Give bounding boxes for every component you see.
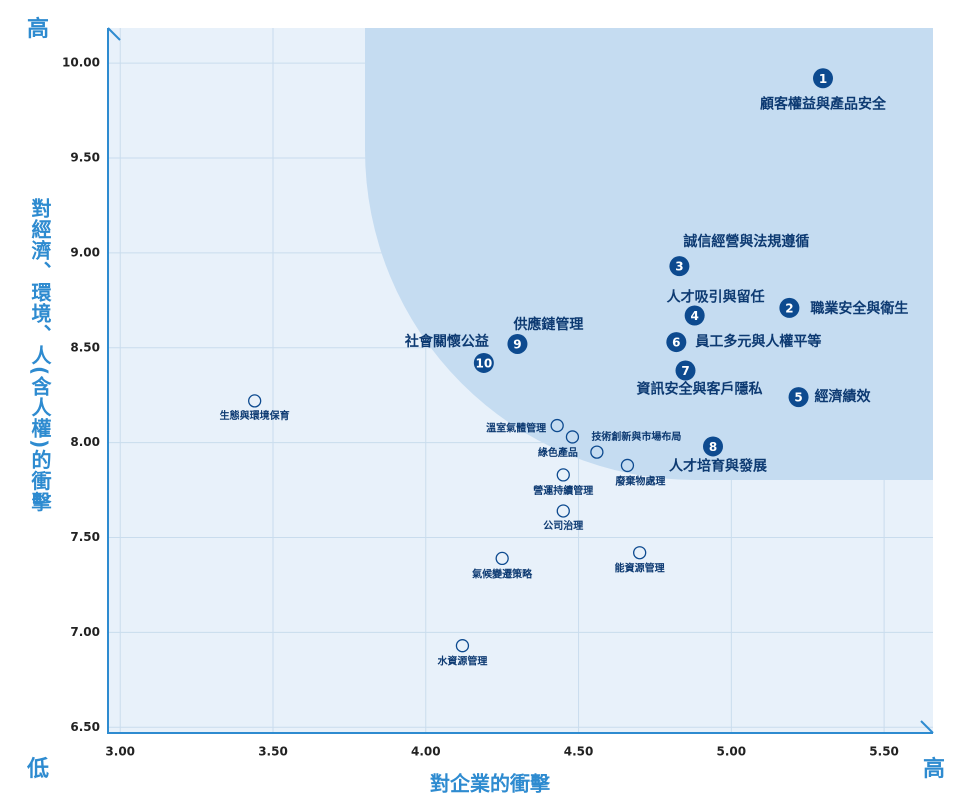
point-label: 公司治理	[543, 519, 583, 532]
point	[455, 639, 470, 653]
point-label: 社會關懷公益	[404, 333, 489, 350]
x-tick-label: 5.00	[717, 745, 747, 759]
point	[590, 445, 604, 459]
point-label: 顧客權益與產品安全	[760, 95, 887, 112]
corner-high: 高	[923, 756, 945, 782]
point-label: 溫室氣體管理	[486, 422, 546, 435]
point	[620, 458, 635, 473]
point-number: 8	[709, 440, 717, 454]
point-number: 1	[819, 72, 827, 86]
point-label: 誠信經營與法規遵循	[683, 233, 809, 250]
x-tick-label: 4.50	[564, 745, 594, 759]
point	[248, 394, 262, 408]
point-label: 能資源管理	[615, 562, 665, 575]
point	[550, 418, 564, 433]
y-axis-label: 對經濟、環境、人(含人權)的衝擊	[28, 198, 52, 513]
point-label: 綠色產品	[538, 446, 578, 459]
corner-low: 低	[26, 757, 49, 782]
point-number: 6	[672, 336, 680, 350]
point	[675, 360, 696, 381]
point-number: 9	[513, 337, 521, 351]
highlight-region	[365, 28, 933, 480]
point	[669, 256, 690, 277]
y-tick-label: 6.50	[70, 720, 100, 734]
point-number: 5	[794, 391, 802, 405]
point-label: 廢棄物處理	[615, 474, 665, 487]
axes	[107, 27, 934, 734]
point	[556, 468, 570, 482]
point-label: 生態與環境保育	[220, 409, 290, 422]
y-tick-label: 9.00	[70, 245, 100, 259]
point-label: 水資源管理	[436, 655, 487, 668]
point	[633, 546, 647, 560]
point	[684, 305, 705, 326]
point	[565, 430, 580, 444]
y-tick-label: 10.00	[62, 56, 100, 70]
x-tick-label: 5.50	[869, 745, 899, 759]
point	[666, 332, 687, 353]
point-number: 4	[690, 309, 698, 323]
point	[507, 333, 528, 354]
point	[779, 297, 800, 318]
point-label: 職業安全與衛生	[810, 300, 908, 317]
y-tick-label: 7.00	[70, 625, 100, 639]
point-label: 人才吸引與留任	[667, 289, 765, 306]
point-label: 營運持續管理	[533, 484, 593, 497]
corner-high: 高	[27, 16, 49, 42]
y-tick-label: 7.50	[70, 530, 100, 544]
point-number: 7	[681, 364, 689, 378]
point-number: 2	[785, 301, 793, 315]
point-label: 資訊安全與客戶隱私	[637, 381, 763, 398]
point	[703, 436, 723, 457]
point-label: 供應鏈管理	[512, 316, 583, 333]
point-label: 人才培育與發展	[669, 457, 767, 474]
point	[813, 68, 833, 89]
y-tick-label: 9.50	[70, 150, 100, 164]
y-tick-label: 8.00	[70, 435, 100, 449]
point-number: 10	[475, 356, 492, 370]
point	[788, 387, 809, 408]
x-axis-label: 對企業的衝擊	[430, 772, 551, 796]
x-tick-label: 4.00	[411, 745, 441, 759]
y-tick-label: 8.50	[70, 340, 100, 354]
x-tick-label: 3.00	[105, 745, 135, 759]
point	[556, 504, 570, 518]
point-label: 技術創新與市場布局	[591, 430, 681, 443]
x-tick-label: 3.50	[258, 745, 288, 759]
point-number: 3	[675, 260, 683, 274]
point-label: 經濟績效	[815, 388, 872, 405]
point	[473, 352, 494, 373]
point-label: 員工多元與人權平等	[694, 333, 821, 350]
point	[495, 551, 509, 566]
point-label: 氣候變遷策略	[472, 567, 533, 580]
